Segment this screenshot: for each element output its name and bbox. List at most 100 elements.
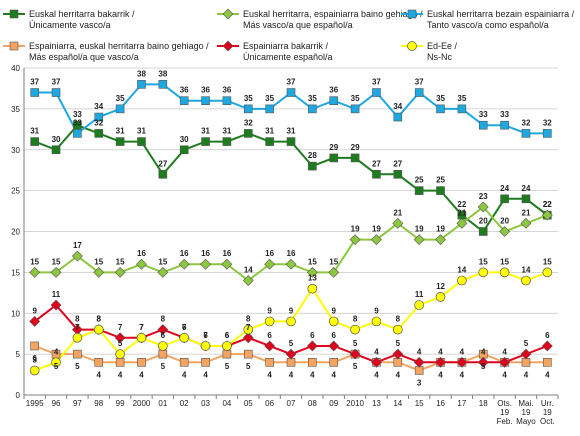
data-point [350, 324, 360, 335]
data-label: 21 [522, 208, 531, 217]
data-point [286, 88, 296, 97]
data-point [306, 266, 318, 278]
legend-swatch-marker [407, 9, 417, 19]
data-label: 6 [331, 331, 336, 340]
data-label: 32 [543, 118, 552, 127]
data-point [73, 129, 82, 138]
data-point [308, 357, 317, 367]
data-point [520, 348, 532, 360]
data-label: 15 [30, 257, 39, 266]
data-label: 35 [244, 94, 253, 103]
data-point [371, 234, 382, 246]
data-point [265, 137, 274, 146]
data-label: 35 [351, 94, 360, 103]
data-point [541, 209, 553, 221]
y-tick-label: 15 [11, 268, 20, 277]
data-label: 4 [417, 347, 422, 356]
data-label: 14 [522, 266, 531, 275]
y-tick-label: 10 [11, 309, 20, 318]
data-label: 15 [543, 257, 552, 266]
data-label: 32 [522, 118, 531, 127]
x-tick-label: 04 [222, 399, 231, 408]
data-label: 5 [118, 339, 123, 348]
data-point [265, 104, 274, 114]
data-point [350, 104, 360, 114]
y-tick-label: 5 [16, 350, 21, 359]
data-point [115, 137, 125, 146]
data-label: 7 [118, 323, 123, 332]
data-label: 8 [161, 315, 166, 324]
data-label: 24 [500, 184, 509, 193]
data-point [306, 340, 318, 352]
data-label: 5 [289, 339, 294, 348]
data-label: 6 [267, 331, 272, 340]
data-point [542, 267, 553, 278]
data-point [136, 332, 147, 343]
data-point [328, 316, 339, 327]
data-label: 5 [54, 362, 59, 371]
data-label: 14 [457, 266, 466, 275]
data-label: 5 [225, 362, 230, 371]
data-label: 35 [116, 94, 125, 103]
data-label: 31 [30, 127, 39, 136]
data-point [179, 357, 189, 367]
data-point [328, 266, 340, 278]
data-point [499, 226, 511, 237]
data-point [51, 357, 61, 368]
data-label: 15 [116, 257, 125, 266]
x-tick-label: 13 [372, 399, 381, 408]
data-point [157, 266, 169, 278]
data-point [137, 137, 146, 146]
data-label: 4 [460, 347, 465, 356]
data-label: 19 [436, 225, 445, 234]
data-point [456, 217, 468, 229]
data-label: 25 [415, 176, 424, 185]
data-label: 4 [139, 370, 144, 379]
data-label: 19 [372, 225, 381, 234]
data-label: 8 [75, 315, 80, 324]
data-label: 5 [396, 339, 401, 348]
data-point [264, 340, 276, 352]
data-point [50, 266, 62, 278]
data-label: 4 [310, 370, 315, 379]
data-point [158, 80, 168, 89]
x-tick-label: 18 [479, 399, 488, 408]
data-point [478, 267, 489, 278]
data-label: 24 [522, 184, 531, 193]
data-point [114, 332, 126, 344]
data-point [94, 129, 104, 138]
data-label: 27 [393, 159, 402, 168]
data-point [158, 169, 168, 179]
data-point [243, 129, 253, 138]
data-point [72, 332, 83, 343]
data-label: 16 [201, 249, 210, 258]
data-label: 25 [436, 176, 445, 185]
data-label: 35 [265, 94, 274, 103]
y-tick-label: 0 [16, 391, 21, 400]
data-label: 4 [374, 370, 379, 379]
data-point [30, 341, 39, 351]
data-label: 14 [244, 266, 253, 275]
data-label: 37 [52, 78, 61, 87]
data-label: 20 [479, 217, 488, 226]
x-tick-label: 2000 [133, 399, 151, 408]
data-label: 5 [353, 362, 358, 371]
data-point [94, 357, 104, 367]
data-point [308, 161, 317, 171]
x-tick-label: Mai. 19 Mayo [516, 399, 536, 426]
data-point [499, 267, 510, 278]
data-label: 37 [30, 78, 39, 87]
data-point [286, 316, 296, 327]
data-point [435, 234, 446, 246]
legend-label: Euskal herritarra bakarrik / Únicamente v… [29, 9, 135, 30]
data-label: 31 [287, 127, 296, 136]
data-point [114, 266, 126, 278]
data-label: 29 [329, 143, 338, 152]
legend-swatch-marker [9, 9, 19, 19]
data-label: 36 [180, 86, 189, 95]
legend-swatch-marker [9, 41, 19, 51]
data-point [456, 356, 468, 368]
x-tick-label: 05 [244, 399, 253, 408]
data-label: 15 [158, 257, 167, 266]
